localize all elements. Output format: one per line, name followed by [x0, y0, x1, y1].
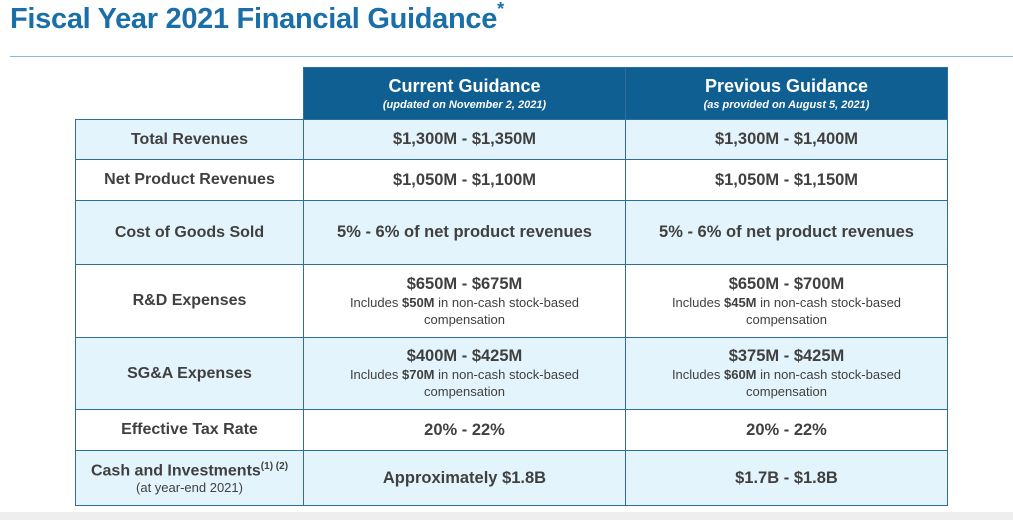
header-row: Current Guidance (updated on November 2, …	[76, 67, 948, 120]
row-label: Net Product Revenues	[75, 159, 304, 201]
previous-value: 20% - 22%	[625, 409, 948, 451]
guidance-table: Current Guidance (updated on November 2, …	[75, 67, 948, 506]
title-divider	[10, 56, 1013, 57]
current-value: Approximately $1.8B	[303, 450, 626, 506]
blank-header-cell	[76, 68, 304, 120]
table-row: Net Product Revenues $1,050M - $1,100M $…	[75, 159, 948, 201]
current-value: $1,050M - $1,100M	[303, 159, 626, 201]
current-value: $1,300M - $1,350M	[303, 119, 626, 160]
previous-guidance-header: Previous Guidance (as provided on August …	[625, 67, 948, 120]
table-row: SG&A Expenses $400M - $425M Includes $70M…	[75, 337, 948, 410]
current-value: $650M - $675M Includes $50M in non-cash s…	[303, 264, 626, 338]
table-row: Cost of Goods Sold 5% - 6% of net produc…	[75, 200, 948, 265]
previous-value: $1.7B - $1.8B	[625, 450, 948, 506]
asterisk-footnote-mark: *	[497, 0, 504, 19]
previous-value: $1,300M - $1,400M	[625, 119, 948, 160]
previous-value: $1,050M - $1,150M	[625, 159, 948, 201]
page-title: Fiscal Year 2021 Financial Guidance*	[10, 0, 504, 35]
current-value: 20% - 22%	[303, 409, 626, 451]
table-row: R&D Expenses $650M - $675M Includes $50M …	[75, 264, 948, 338]
row-label: R&D Expenses	[75, 264, 304, 338]
row-label: Cash and Investments(1) (2) (at year-end …	[75, 450, 304, 506]
bottom-band	[0, 512, 1013, 520]
previous-value: 5% - 6% of net product revenues	[625, 200, 948, 265]
current-guidance-header: Current Guidance (updated on November 2, …	[303, 67, 626, 120]
row-label: SG&A Expenses	[75, 337, 304, 410]
table-row: Effective Tax Rate 20% - 22% 20% - 22%	[75, 409, 948, 451]
previous-value: $650M - $700M Includes $45M in non-cash s…	[625, 264, 948, 338]
row-label: Total Revenues	[75, 119, 304, 160]
current-value: 5% - 6% of net product revenues	[303, 200, 626, 265]
row-label: Cost of Goods Sold	[75, 200, 304, 265]
current-value: $400M - $425M Includes $70M in non-cash s…	[303, 337, 626, 410]
table-row: Total Revenues $1,300M - $1,350M $1,300M…	[75, 119, 948, 160]
previous-value: $375M - $425M Includes $60M in non-cash s…	[625, 337, 948, 410]
footnote-refs: (1) (2)	[260, 460, 289, 472]
row-label: Effective Tax Rate	[75, 409, 304, 451]
table-row: Cash and Investments(1) (2) (at year-end …	[75, 450, 948, 506]
